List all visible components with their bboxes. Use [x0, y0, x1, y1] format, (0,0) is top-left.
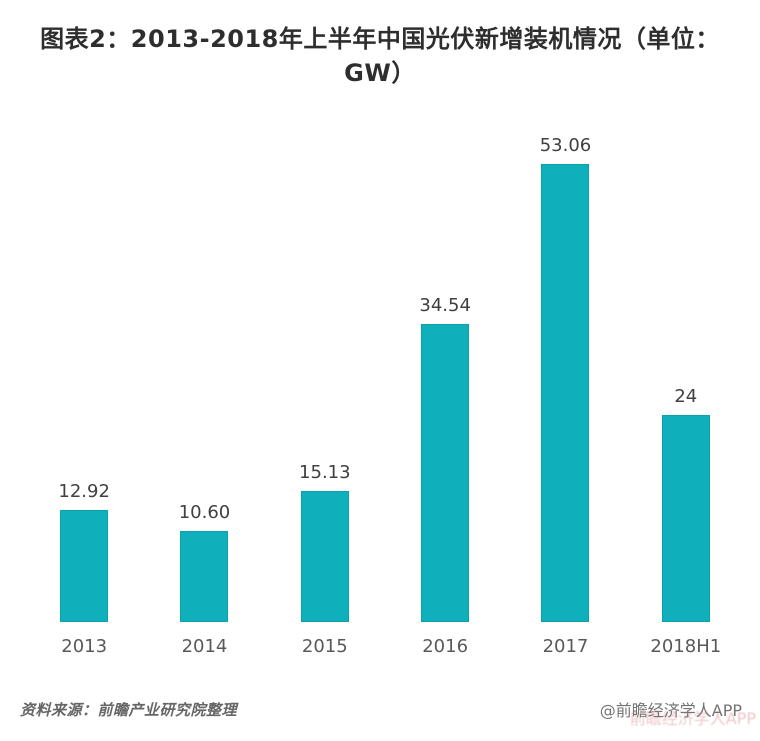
bar: [661, 415, 710, 622]
bar: [541, 164, 590, 622]
attribution-text: @前瞻经济学人APP: [599, 701, 742, 720]
x-axis-label: 2013: [61, 636, 108, 657]
bar-column: 34.54 2016: [385, 130, 505, 660]
bar-value-label: 53.06: [539, 135, 592, 156]
footer: 资料来源：前瞻产业研究院整理 前瞻经济学人APP @前瞻经济学人APP: [20, 697, 756, 729]
attribution-wrap: 前瞻经济学人APP @前瞻经济学人APP: [599, 697, 756, 728]
x-axis-label: 2017: [542, 636, 589, 657]
bar-value-label: 34.54: [419, 295, 471, 316]
bar-column: 12.92 2013: [24, 130, 144, 660]
x-axis-label: 2018H1: [650, 636, 722, 657]
bar: [60, 510, 109, 622]
bar: [421, 324, 470, 622]
bar-value-label: 15.13: [299, 462, 351, 483]
x-axis-label: 2015: [301, 636, 348, 657]
x-axis-label: 2014: [181, 636, 228, 657]
chart-title-line1: 图表2：2013-2018年上半年中国光伏新增装机情况（单位：: [40, 25, 720, 53]
watermark-text: 前瞻经济学人APP: [629, 709, 756, 728]
chart-title: 图表2：2013-2018年上半年中国光伏新增装机情况（单位： GW）: [10, 22, 750, 90]
bar: [180, 531, 229, 622]
bar-column: 15.13 2015: [265, 130, 385, 660]
bar-column: 24 2018H1: [626, 130, 746, 660]
bar-value-label: 12.92: [58, 481, 110, 502]
bar-value-label: 10.60: [178, 502, 231, 523]
x-axis-label: 2016: [422, 636, 469, 657]
bar: [300, 491, 349, 622]
chart-title-line2: GW）: [344, 59, 416, 88]
bar-chart: 12.92 2013 10.60 2014 15.13 2015 34.54 2016 53.0…: [24, 130, 746, 660]
bar-value-label: 24: [674, 386, 698, 407]
bar-column: 53.06 2017: [505, 130, 625, 660]
source-text: 资料来源：前瞻产业研究院整理: [20, 700, 238, 719]
bar-column: 10.60 2014: [144, 130, 264, 660]
